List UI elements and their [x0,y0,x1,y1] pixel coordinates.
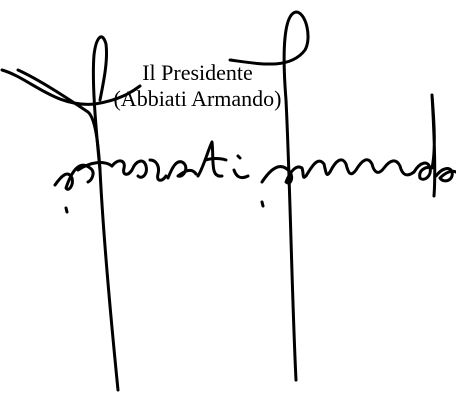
signature-stroke [18,70,118,390]
signature-stroke [436,169,456,181]
signature-dot [66,208,67,212]
signature-stroke [55,163,112,190]
signature-stroke [262,160,414,183]
signature-dot [262,202,263,206]
signer-role: Il Presidente [0,60,395,86]
signature-stroke [112,160,166,180]
signer-name: (Abbiati Armando) [0,86,395,112]
signature-stroke [238,156,240,158]
document-page: Il Presidente (Abbiati Armando) [0,0,456,394]
signature-stroke [234,170,248,178]
signature-stroke [168,142,226,178]
signature-stroke [414,95,435,196]
